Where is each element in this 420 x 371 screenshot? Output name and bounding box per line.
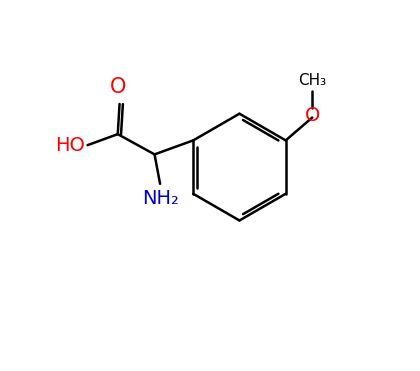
Text: NH₂: NH₂ — [142, 189, 179, 209]
Text: O: O — [304, 106, 320, 125]
Text: HO: HO — [55, 136, 84, 155]
Text: O: O — [110, 77, 126, 97]
Text: CH₃: CH₃ — [298, 73, 326, 88]
